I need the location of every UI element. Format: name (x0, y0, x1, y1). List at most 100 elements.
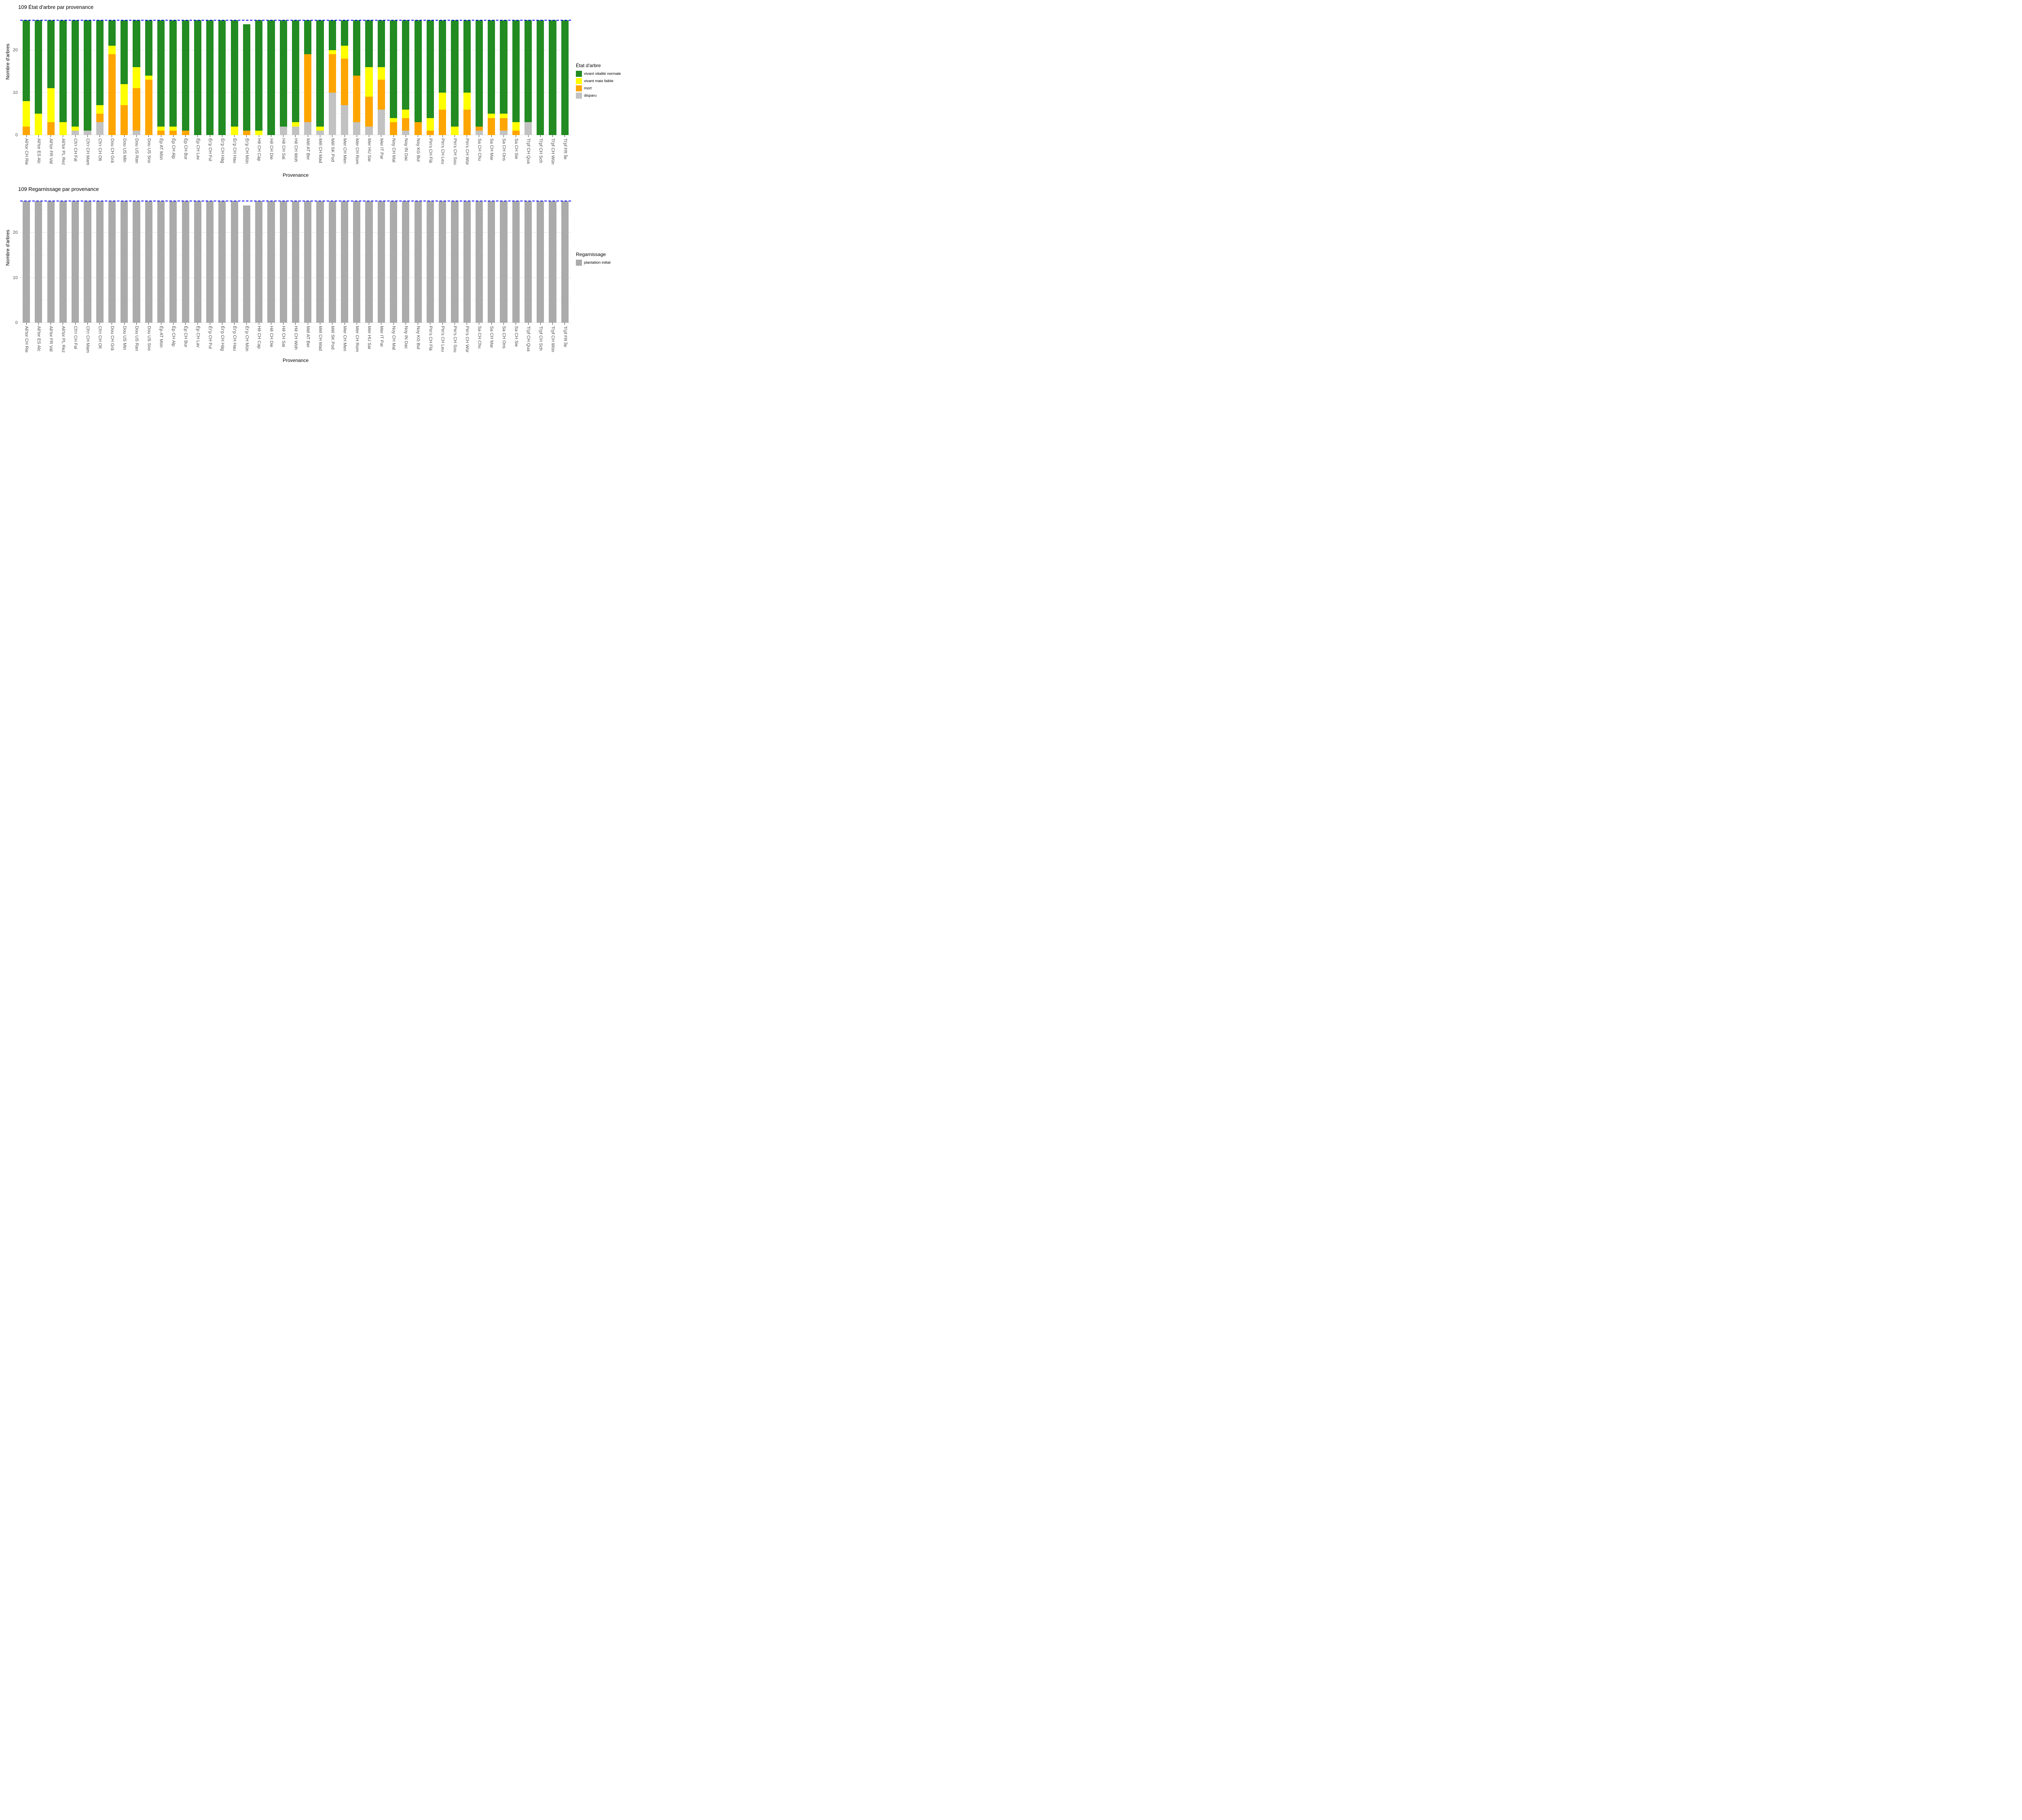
x-tick (363, 323, 375, 325)
legend: Regarnissage plantation initial (576, 252, 611, 267)
bar-segment-plantation initial (537, 201, 544, 323)
bar-Mél CH Mad (316, 201, 324, 323)
bar-Sa CH Sie (512, 20, 520, 135)
bar-slot-Sa CH Ons (497, 193, 510, 323)
bar-segment-vivant vitalité normale (108, 20, 116, 46)
bar-Mer HU Sar (365, 20, 373, 135)
bar-Hê CH Sai (279, 201, 287, 323)
bar-segment-plantation initial (475, 201, 483, 323)
bar-slot-Ér'p CH Hau (228, 13, 241, 135)
x-label-slot: Noy KG Bul (412, 138, 424, 168)
x-tick (461, 135, 473, 137)
bar-segment-vivant vitalité normale (157, 20, 165, 127)
bar-segment-vivant mais faible (316, 126, 324, 131)
bar-Pin's CH Wür (463, 201, 471, 323)
x-label-slot: Dou CH Grä (106, 138, 118, 168)
bar-segment-vivant mais faible (426, 118, 434, 131)
x-tick (216, 323, 228, 325)
x-tick (485, 135, 497, 137)
x-tick (228, 135, 241, 137)
x-tick (204, 323, 216, 325)
x-label-slot: Ti'pf CH Sch (534, 326, 546, 356)
x-tick-mark (528, 135, 529, 137)
bar-slot-Hê CH Die (265, 193, 277, 323)
bar-segment-plantation initial (59, 201, 67, 323)
bar-slot-Mer HU Sar (363, 193, 375, 323)
bar-Ép CH Alp (169, 20, 177, 135)
bar-slot-Ch'r CH Mam (81, 193, 93, 323)
x-tick (559, 323, 571, 325)
x-label-slot: Ép CH Bur (179, 138, 191, 168)
bar-segment-vivant mais faible (365, 67, 373, 97)
x-label-Dou US Sno: Dou US Sno (146, 326, 152, 351)
bar-Mer IT Par (377, 20, 385, 135)
bar-Mél CH Mad (316, 20, 324, 135)
bar-segment-vivant vitalité normale (561, 20, 569, 135)
x-label-Ali'tor PL Rez: Ali'tor PL Rez (61, 326, 66, 353)
x-label-slot: Ép AT Mün (155, 326, 167, 356)
x-tick (69, 135, 81, 137)
bar-Dou CH Grä (108, 20, 116, 135)
x-tick (522, 135, 534, 137)
bar-Sa CH Sie (512, 201, 520, 323)
x-label-Dou US Sno: Dou US Sno (146, 138, 152, 163)
x-tick-mark (26, 323, 27, 325)
x-tick-mark (295, 323, 296, 325)
x-label-slot: Pin's CH Wür (461, 326, 473, 356)
legend-label: vivant vitalité normale (584, 72, 621, 76)
bar-Noy CH Mal (390, 20, 398, 135)
bar-segment-mort (243, 131, 250, 135)
x-label-Hê CH Woh: Hê CH Woh (293, 326, 298, 350)
x-tick (192, 135, 204, 137)
x-axis-ticks (20, 323, 571, 325)
x-tick (424, 323, 436, 325)
x-tick (106, 135, 118, 137)
bar-segment-plantation initial (72, 201, 79, 323)
x-label-Ch'r CH Olt: Ch'r CH Olt (97, 326, 103, 349)
x-label-slot: Noy KG Bul (412, 326, 424, 356)
bar-slot-Noy KG Bul (412, 13, 424, 135)
bar-segment-vivant vitalité normale (243, 24, 250, 131)
x-axis-title: Provenance (282, 172, 309, 178)
x-label-Ér'p CH Mün: Ér'p CH Mün (244, 326, 250, 351)
bar-segment-disparu (292, 126, 300, 135)
bar-Dou US Min (121, 201, 128, 323)
bar-segment-vivant vitalité normale (390, 20, 398, 118)
x-tick (277, 135, 290, 137)
chart-tree-status: 109 État d'arbre par provenance Nombre d… (0, 0, 621, 182)
x-label-Noy CH Mal: Noy CH Mal (391, 138, 396, 163)
x-label-slot: Mer HU Sar (363, 326, 375, 356)
x-tick (204, 135, 216, 137)
x-label-slot: Mer CH Rom (351, 138, 363, 168)
legend-swatch-vivant vitalité normale (576, 71, 582, 77)
bar-slot-Ér'p CH Ful (204, 193, 216, 323)
legend-items: vivant vitalité normale vivant mais faibl… (576, 71, 621, 99)
bar-segment-disparu (475, 131, 483, 135)
bar-slot-Mer HU Sar (363, 13, 375, 135)
x-label-Ép CH Alp: Ép CH Alp (171, 326, 176, 347)
x-label-Mél SK Pod: Mél SK Pod (330, 138, 335, 162)
bar-segment-vivant mais faible (292, 122, 300, 127)
bar-segment-mort (108, 54, 116, 135)
plot-panel (20, 193, 571, 323)
bar-slot-Ti'pf CH Wün (546, 13, 558, 135)
x-label-Ch'r CH Fal: Ch'r CH Fal (73, 326, 78, 349)
x-label-slot: Pin's CH Flä (424, 138, 436, 168)
bar-Ali'tor FR Val (47, 201, 55, 323)
x-label-slot: Hê CH Woh (290, 326, 302, 356)
x-tick-mark (442, 323, 443, 325)
bar-segment-vivant mais faible (500, 114, 508, 118)
x-tick (400, 323, 412, 325)
bar-Ér'p CH Häg (218, 201, 226, 323)
x-label-Ti'pf CH Wün: Ti'pf CH Wün (550, 138, 556, 165)
bar-slot-Ti'pf CH Qua (522, 13, 534, 135)
bar-segment-vivant vitalité normale (341, 20, 349, 46)
x-label-slot: Sa CH Ons (497, 326, 510, 356)
bar-slot-Noy IN Dac (400, 193, 412, 323)
x-label-Ch'r CH Mam: Ch'r CH Mam (85, 138, 90, 165)
x-tick (143, 323, 155, 325)
bar-segment-mort (341, 58, 349, 106)
bar-slot-Dou US Min (118, 193, 130, 323)
bar-segment-vivant vitalité normale (365, 20, 373, 67)
bar-segment-vivant vitalité normale (328, 20, 336, 50)
